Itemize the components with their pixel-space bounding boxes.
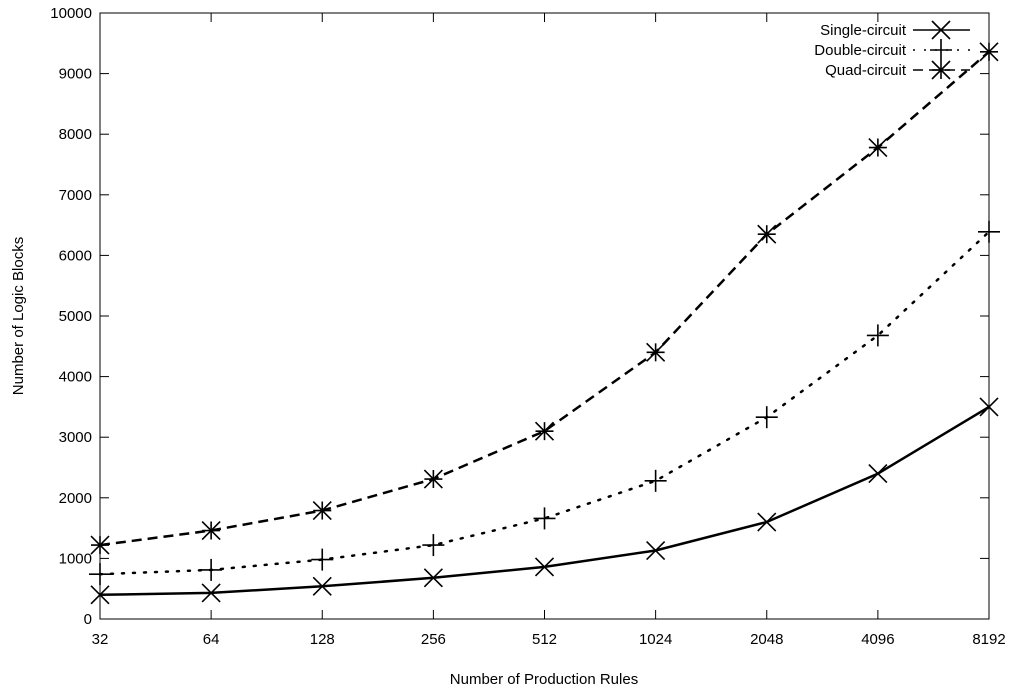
y-tick-label: 1000 — [59, 550, 92, 567]
x-tick-label: 64 — [203, 631, 220, 648]
x-marker — [423, 568, 443, 588]
y-tick-label: 4000 — [59, 369, 92, 386]
x-tick-label: 128 — [310, 631, 335, 648]
plus-marker — [930, 39, 952, 61]
star-marker — [90, 535, 110, 555]
legend-label: Double-circuit — [814, 42, 907, 59]
x-axis-label: Number of Production Rules — [450, 671, 638, 688]
plus-marker — [200, 558, 223, 581]
x-marker — [868, 463, 888, 484]
x-axis-ticks: 32 64 128 256 512 1024 2048 4096 8192 — [92, 13, 1006, 648]
series-layer — [89, 42, 1000, 605]
y-tick-label: 8000 — [59, 126, 92, 143]
x-tick-label: 2048 — [750, 631, 783, 648]
y-tick-label: 7000 — [59, 187, 92, 204]
series-line — [99, 50, 990, 547]
series-quad-circuit — [90, 42, 999, 555]
star-marker — [979, 42, 999, 62]
x-marker — [931, 20, 951, 40]
star-marker — [931, 60, 951, 80]
plus-marker — [533, 507, 556, 530]
star-marker — [534, 421, 555, 441]
plus-marker — [311, 548, 334, 571]
plus-marker — [644, 469, 667, 492]
x-tick-label: 256 — [421, 631, 446, 648]
legend-label: Quad-circuit — [825, 62, 907, 79]
x-tick-label: 512 — [532, 631, 557, 648]
y-tick-label: 9000 — [59, 66, 92, 83]
x-marker — [979, 397, 999, 417]
y-axis-label: Number of Logic Blocks — [10, 237, 27, 395]
y-tick-label: 5000 — [59, 308, 92, 325]
plus-marker — [866, 324, 889, 347]
y-tick-label: 0 — [84, 611, 92, 628]
y-tick-label: 3000 — [59, 429, 92, 446]
y-axis-ticks: 0 1000 2000 3000 4000 5000 6000 7000 8000 9000 100… — [50, 5, 989, 628]
y-tick-label: 2000 — [59, 490, 92, 507]
x-tick-label: 32 — [92, 631, 109, 648]
star-marker — [868, 137, 888, 158]
legend: Single-circuit Double-circuit Quad-circuit — [814, 20, 970, 80]
star-marker — [201, 520, 221, 541]
x-marker — [312, 576, 332, 596]
x-marker — [534, 557, 555, 577]
series-double-circuit — [89, 220, 1000, 586]
star-marker — [757, 224, 777, 244]
y-tick-label: 6000 — [59, 247, 92, 264]
y-tick-label: 10000 — [50, 5, 92, 22]
series-single-circuit — [90, 397, 999, 605]
x-tick-label: 4096 — [861, 631, 894, 648]
star-marker — [423, 469, 443, 489]
plus-marker — [755, 406, 778, 429]
plus-marker — [978, 220, 1000, 243]
x-marker — [201, 583, 221, 603]
plus-marker — [89, 563, 111, 586]
x-marker — [757, 512, 777, 532]
x-tick-label: 8192 — [972, 631, 1005, 648]
star-marker — [312, 500, 332, 521]
legend-label: Single-circuit — [820, 22, 907, 39]
x-tick-label: 1024 — [639, 631, 672, 648]
plus-marker — [422, 534, 445, 557]
x-marker — [646, 540, 666, 561]
star-marker — [646, 342, 666, 362]
x-marker — [90, 585, 110, 605]
